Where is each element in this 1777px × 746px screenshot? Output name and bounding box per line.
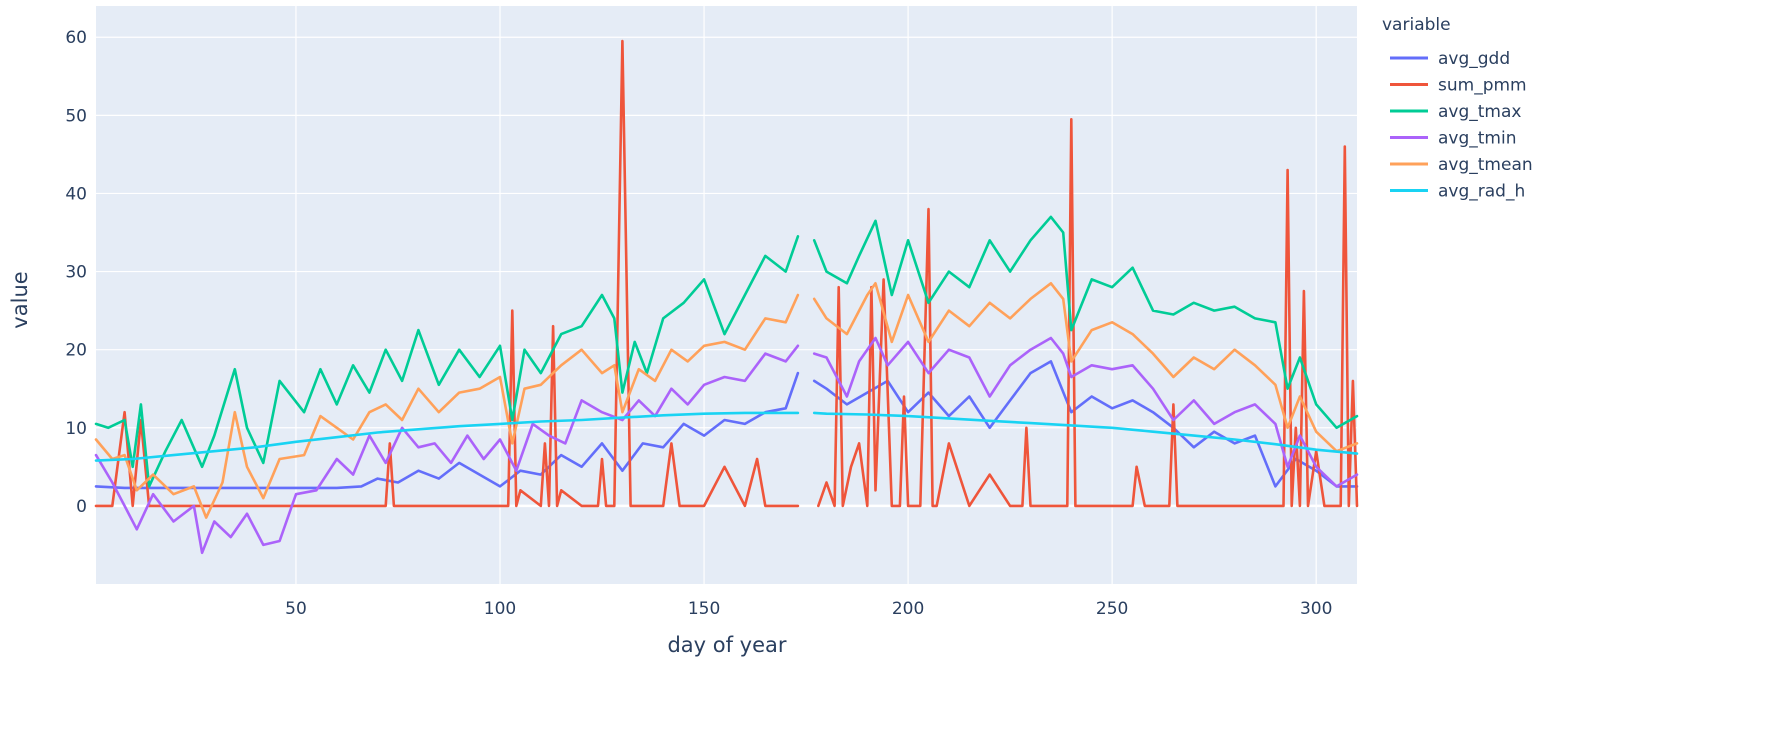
legend-item-avg-tmax[interactable]: avg_tmax	[1390, 102, 1521, 122]
series-line-avg-tmin	[94, 336, 1359, 555]
y-axis-ticks: 0 10 20 30 40 50 60	[65, 28, 87, 517]
series-line-avg-tmean	[94, 282, 1359, 519]
series-line-avg-gdd	[94, 360, 1359, 490]
legend-item-avg-tmin[interactable]: avg_tmin	[1390, 129, 1517, 149]
legend-label: avg_tmax	[1438, 102, 1521, 122]
y-tick-label: 60	[65, 28, 87, 48]
legend-label: sum_pmm	[1438, 76, 1527, 96]
x-tick-label: 100	[484, 599, 516, 619]
legend-label: avg_tmin	[1438, 129, 1517, 149]
legend-label: avg_rad_h	[1438, 182, 1525, 202]
x-tick-label: 50	[285, 599, 307, 619]
x-tick-label: 300	[1300, 599, 1332, 619]
y-tick-label: 0	[76, 497, 87, 517]
x-tick-label: 150	[688, 599, 720, 619]
legend-item-avg-rad-h[interactable]: avg_rad_h	[1390, 182, 1525, 202]
series-line-avg-rad-h	[94, 411, 1359, 462]
plot-area	[96, 6, 1357, 584]
legend-item-avg-tmean[interactable]: avg_tmean	[1390, 155, 1533, 175]
legend-label: avg_gdd	[1438, 49, 1510, 69]
legend-title: variable	[1382, 15, 1451, 35]
legend-item-avg-gdd[interactable]: avg_gdd	[1390, 49, 1510, 69]
y-tick-label: 40	[65, 184, 87, 204]
y-axis-title: value	[8, 271, 32, 328]
y-tick-label: 10	[65, 419, 87, 439]
legend-item-sum-pmm[interactable]: sum_pmm	[1390, 76, 1527, 96]
legend-items: avg_gdd sum_pmm avg_tmax avg_tmin avg_tmeana…	[1390, 49, 1533, 202]
y-tick-label: 30	[65, 263, 87, 283]
y-tick-label: 20	[65, 341, 87, 361]
plot-background	[96, 6, 1357, 584]
series-line-avg-tmax	[94, 215, 1359, 488]
x-tick-label: 200	[892, 599, 924, 619]
x-axis-ticks: 50 100 150 200 250 300	[285, 599, 1332, 619]
legend-label: avg_tmean	[1438, 155, 1533, 175]
x-axis-title: day of year	[667, 633, 786, 657]
x-tick-label: 250	[1096, 599, 1128, 619]
y-tick-label: 50	[65, 106, 87, 126]
legend: variable avg_gddsum_pmmavg_tmaxavg_tmina…	[1382, 15, 1533, 202]
series-layer	[94, 39, 1359, 555]
